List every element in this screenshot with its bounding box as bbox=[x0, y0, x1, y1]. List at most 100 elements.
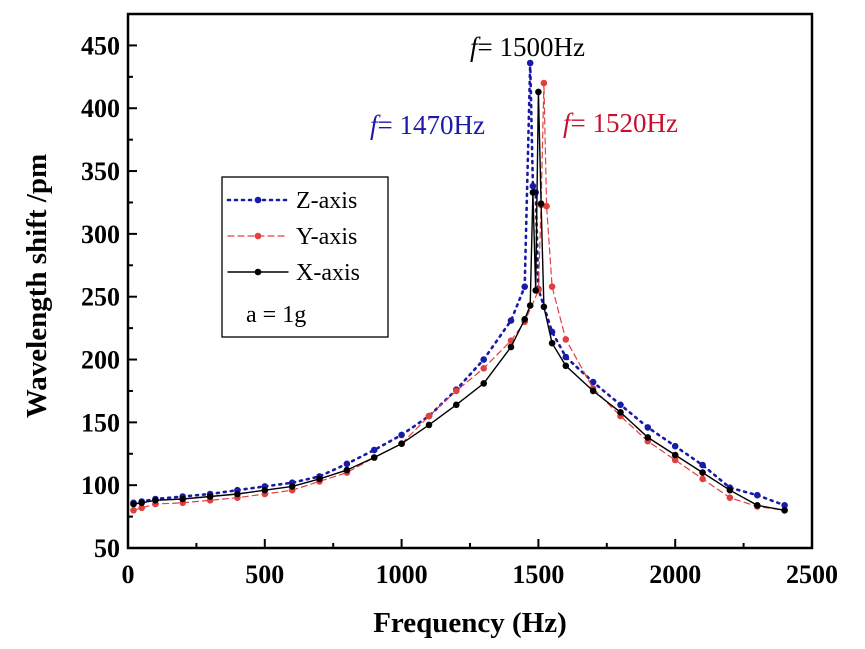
x-tick-label: 500 bbox=[245, 560, 284, 589]
data-point-x-axis bbox=[343, 466, 351, 474]
data-point-z-axis bbox=[398, 431, 405, 439]
legend-marker-z-axis bbox=[254, 196, 262, 204]
data-point-z-axis bbox=[529, 182, 537, 190]
data-point-x-axis bbox=[507, 343, 515, 351]
data-point-x-axis bbox=[521, 316, 528, 323]
legend-label-y-axis: Y-axis bbox=[296, 224, 357, 250]
data-point-x-axis bbox=[526, 302, 534, 309]
data-point-y-axis bbox=[480, 365, 488, 372]
data-series bbox=[130, 59, 788, 514]
y-tick-label: 450 bbox=[81, 31, 120, 60]
data-point-z-axis bbox=[370, 446, 378, 454]
x-tick-label: 2500 bbox=[786, 560, 838, 589]
annotation-value: = 1520Hz bbox=[571, 108, 678, 138]
legend: Z-axis Y-axis X-axis a = 1g bbox=[221, 176, 389, 338]
data-point-x-axis bbox=[644, 434, 652, 441]
y-tick-label: 200 bbox=[81, 346, 120, 375]
data-point-z-axis bbox=[699, 461, 706, 469]
data-point-x-axis bbox=[370, 454, 378, 461]
data-point-y-axis bbox=[130, 507, 137, 514]
data-point-x-axis bbox=[316, 475, 323, 483]
data-point-y-axis bbox=[548, 283, 556, 291]
legend-label-x-axis: X-axis bbox=[296, 260, 360, 286]
data-point-x-axis bbox=[781, 507, 788, 514]
data-point-z-axis bbox=[644, 424, 652, 431]
y-tick-label: 150 bbox=[81, 408, 120, 437]
legend-box bbox=[221, 176, 389, 338]
y-tick-label: 400 bbox=[81, 94, 120, 123]
data-point-x-axis bbox=[398, 440, 405, 448]
data-point-x-axis bbox=[617, 409, 624, 416]
data-point-y-axis bbox=[540, 79, 548, 87]
y-tick-label: 100 bbox=[81, 471, 120, 500]
annotation-value: = 1500Hz bbox=[478, 32, 585, 62]
x-axis-title: Frequency (Hz) bbox=[373, 607, 567, 639]
data-point-z-axis bbox=[526, 59, 534, 67]
data-point-x-axis bbox=[425, 421, 433, 429]
y-tick-label: 350 bbox=[81, 157, 120, 186]
legend-marker-x-axis bbox=[254, 268, 262, 276]
data-point-y-axis bbox=[562, 336, 570, 343]
data-point-x-axis bbox=[529, 189, 537, 196]
data-point-x-axis bbox=[535, 88, 542, 96]
data-point-y-axis bbox=[699, 475, 706, 483]
data-point-z-axis bbox=[480, 356, 488, 363]
data-point-z-axis bbox=[343, 460, 351, 468]
data-point-x-axis bbox=[540, 303, 548, 311]
x-tick-label: 2000 bbox=[649, 560, 701, 589]
data-point-x-axis bbox=[206, 493, 214, 500]
peak-annotation: f= 1470Hz bbox=[370, 110, 485, 140]
data-point-x-axis bbox=[589, 387, 597, 395]
x-tick-label: 1000 bbox=[376, 560, 428, 589]
data-point-z-axis bbox=[617, 401, 624, 409]
annotation-value: = 1470Hz bbox=[378, 110, 485, 140]
data-point-x-axis bbox=[138, 499, 145, 507]
data-point-x-axis bbox=[152, 497, 159, 504]
y-tick-label: 250 bbox=[81, 283, 120, 312]
data-point-x-axis bbox=[261, 486, 269, 494]
data-point-y-axis bbox=[425, 412, 433, 420]
data-point-x-axis bbox=[726, 486, 734, 494]
x-tick-label: 0 bbox=[122, 560, 135, 589]
data-point-z-axis bbox=[507, 317, 515, 324]
annotation-variable: f bbox=[563, 108, 574, 138]
legend-label-z-axis: Z-axis bbox=[296, 188, 357, 214]
legend-note: a = 1g bbox=[246, 302, 306, 328]
annotation-variable: f bbox=[470, 32, 481, 62]
data-point-x-axis bbox=[548, 339, 556, 347]
data-point-x-axis bbox=[234, 490, 241, 498]
peak-annotation: f= 1520Hz bbox=[563, 108, 678, 138]
axes: 0 500 1000 1500 2000 2500 50 100 150 200 250 300 350… bbox=[81, 12, 838, 589]
data-point-x-axis bbox=[453, 401, 460, 409]
series-x-axis bbox=[130, 88, 788, 514]
data-point-y-axis bbox=[453, 387, 460, 395]
data-point-x-axis bbox=[288, 483, 296, 490]
y-axis-title: Wavelength shift /pm bbox=[21, 154, 53, 418]
x-tick-label: 1500 bbox=[512, 560, 564, 589]
data-point-x-axis bbox=[537, 200, 545, 207]
peak-annotation: f= 1500Hz bbox=[470, 32, 585, 62]
data-point-z-axis bbox=[589, 378, 597, 386]
data-point-z-axis bbox=[781, 502, 788, 509]
data-point-x-axis bbox=[754, 502, 761, 509]
data-point-y-axis bbox=[671, 456, 679, 464]
data-point-x-axis bbox=[179, 495, 186, 503]
data-point-z-axis bbox=[754, 491, 761, 499]
data-point-x-axis bbox=[671, 451, 679, 459]
data-point-x-axis bbox=[699, 469, 706, 476]
data-point-z-axis bbox=[671, 442, 679, 450]
data-point-y-axis bbox=[726, 494, 734, 502]
data-point-y-axis bbox=[543, 202, 550, 210]
data-point-z-axis bbox=[562, 353, 570, 361]
y-tick-label: 300 bbox=[81, 220, 120, 249]
data-point-x-axis bbox=[532, 287, 539, 294]
data-point-z-axis bbox=[521, 283, 528, 291]
data-point-x-axis bbox=[480, 380, 488, 387]
data-point-y-axis bbox=[138, 504, 145, 512]
data-point-x-axis bbox=[130, 500, 137, 508]
data-point-x-axis bbox=[562, 362, 570, 370]
annotation-variable: f bbox=[370, 110, 381, 140]
legend-marker-y-axis bbox=[254, 232, 262, 240]
